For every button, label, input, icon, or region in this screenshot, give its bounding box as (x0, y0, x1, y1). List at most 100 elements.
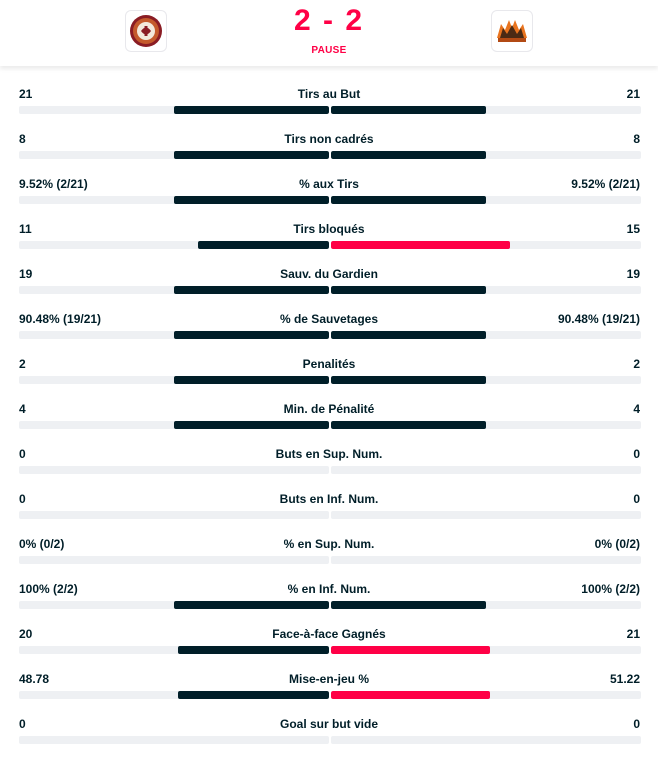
stat-home-bar (178, 691, 329, 699)
stat-row: 8 Tirs non cadrés 8 (0, 111, 658, 159)
stat-row: 100% (2/2) % en Inf. Num. 100% (2/2) (0, 561, 658, 609)
stat-away-bar-track (331, 466, 641, 474)
stat-away-value: 0 (633, 447, 640, 461)
stat-home-value: 8 (19, 132, 26, 146)
stat-away-value: 15 (626, 222, 640, 236)
stat-home-value: 9.52% (2/21) (19, 177, 88, 191)
stat-away-value: 19 (626, 267, 640, 281)
stat-away-bar (331, 691, 490, 699)
stat-away-value: 8 (633, 132, 640, 146)
stat-home-value: 0% (0/2) (19, 537, 65, 551)
stat-row: 0% (0/2) % en Sup. Num. 0% (0/2) (0, 516, 658, 564)
stat-home-bar-track (19, 196, 329, 204)
stat-home-bar (174, 286, 329, 294)
stat-away-value: 4 (633, 402, 640, 416)
stat-away-bar-track (331, 286, 641, 294)
match-score: 2 - 2 (293, 4, 365, 37)
stat-label: Goal sur but vide (279, 717, 378, 731)
stat-away-bar-track (331, 196, 641, 204)
stat-home-value: 19 (19, 267, 33, 281)
stat-label: Penalités (302, 357, 356, 371)
stat-label: % en Sup. Num. (283, 537, 375, 551)
stat-label: % de Sauvetages (279, 312, 379, 326)
stat-home-bar-track (19, 376, 329, 384)
stat-away-bar-track (331, 736, 641, 744)
stat-away-value: 2 (633, 357, 640, 371)
stat-home-bar-track (19, 151, 329, 159)
stat-home-bar-track (19, 466, 329, 474)
stat-away-bar (331, 421, 486, 429)
stat-away-bar (331, 151, 486, 159)
stat-home-bar (174, 151, 329, 159)
stat-home-bar (178, 646, 329, 654)
stat-home-value: 0 (19, 492, 26, 506)
stat-home-bar (174, 331, 329, 339)
stat-away-bar (331, 646, 490, 654)
stat-away-bar-track (331, 331, 641, 339)
stat-row: 11 Tirs bloqués 15 (0, 201, 658, 249)
stat-home-bar-track (19, 556, 329, 564)
stat-home-value: 2 (19, 357, 26, 371)
stat-home-value: 100% (2/2) (19, 582, 78, 596)
stat-home-value: 48.78 (19, 672, 50, 686)
home-team-logo[interactable] (125, 10, 167, 52)
stat-away-value: 90.48% (19/21) (557, 312, 640, 326)
stat-away-bar-track (331, 106, 641, 114)
stat-away-value: 0 (633, 717, 640, 731)
stat-away-value: 0 (633, 492, 640, 506)
stat-home-bar (198, 241, 329, 249)
geneve-servette-logo-icon (130, 15, 162, 47)
stat-home-bar (174, 376, 329, 384)
stat-row: 2 Penalités 2 (0, 336, 658, 384)
stat-row: 0 Buts en Inf. Num. 0 (0, 471, 658, 519)
match-header: 2 - 2 PAUSE (0, 0, 658, 66)
stat-row: 0 Goal sur but vide 0 (0, 696, 658, 744)
stat-away-bar-track (331, 511, 641, 519)
sc-bern-logo-icon (497, 20, 527, 42)
stat-away-value: 21 (626, 87, 640, 101)
stat-label: Tirs bloqués (293, 222, 365, 236)
stat-home-bar-track (19, 241, 329, 249)
stat-label: % en Inf. Num. (287, 582, 371, 596)
stat-row: 21 Tirs au But 21 (0, 66, 658, 114)
stat-home-value: 21 (19, 87, 33, 101)
stat-away-bar (331, 286, 486, 294)
stat-away-bar-track (331, 691, 641, 699)
match-status: PAUSE (311, 45, 347, 56)
stat-away-value: 9.52% (2/21) (571, 177, 640, 191)
stat-label: Tirs au But (297, 87, 361, 101)
stat-label: Min. de Pénalité (283, 402, 375, 416)
stat-home-bar-track (19, 286, 329, 294)
stat-away-bar-track (331, 151, 641, 159)
stat-home-bar-track (19, 646, 329, 654)
stat-away-bar-track (331, 646, 641, 654)
stat-away-bar (331, 376, 486, 384)
stat-row: 48.78 Mise-en-jeu % 51.22 (0, 651, 658, 699)
away-team-logo[interactable] (491, 10, 533, 52)
stat-home-bar-track (19, 691, 329, 699)
stat-home-bar (174, 601, 329, 609)
stat-home-value: 0 (19, 717, 26, 731)
stat-row: 20 Face-à-face Gagnés 21 (0, 606, 658, 654)
stat-home-value: 0 (19, 447, 26, 461)
stat-home-value: 4 (19, 402, 26, 416)
stat-away-value: 0% (0/2) (594, 537, 640, 551)
stat-home-bar-track (19, 511, 329, 519)
stat-away-value: 100% (2/2) (581, 582, 640, 596)
stat-away-bar-track (331, 241, 641, 249)
stat-row: 0 Buts en Sup. Num. 0 (0, 426, 658, 474)
stat-home-value: 11 (19, 222, 32, 236)
stat-away-value: 21 (626, 627, 640, 641)
stat-row: 19 Sauv. du Gardien 19 (0, 246, 658, 294)
stat-label: Face-à-face Gagnés (272, 627, 386, 641)
stat-home-bar-track (19, 736, 329, 744)
stat-row: 4 Min. de Pénalité 4 (0, 381, 658, 429)
stat-away-bar (331, 106, 486, 114)
stat-home-bar-track (19, 421, 329, 429)
stat-home-bar (174, 106, 329, 114)
stat-home-value: 20 (19, 627, 33, 641)
stat-home-bar (174, 421, 329, 429)
stat-away-bar-track (331, 556, 641, 564)
stat-label: % aux Tirs (299, 177, 359, 191)
stat-label: Buts en Sup. Num. (275, 447, 383, 461)
